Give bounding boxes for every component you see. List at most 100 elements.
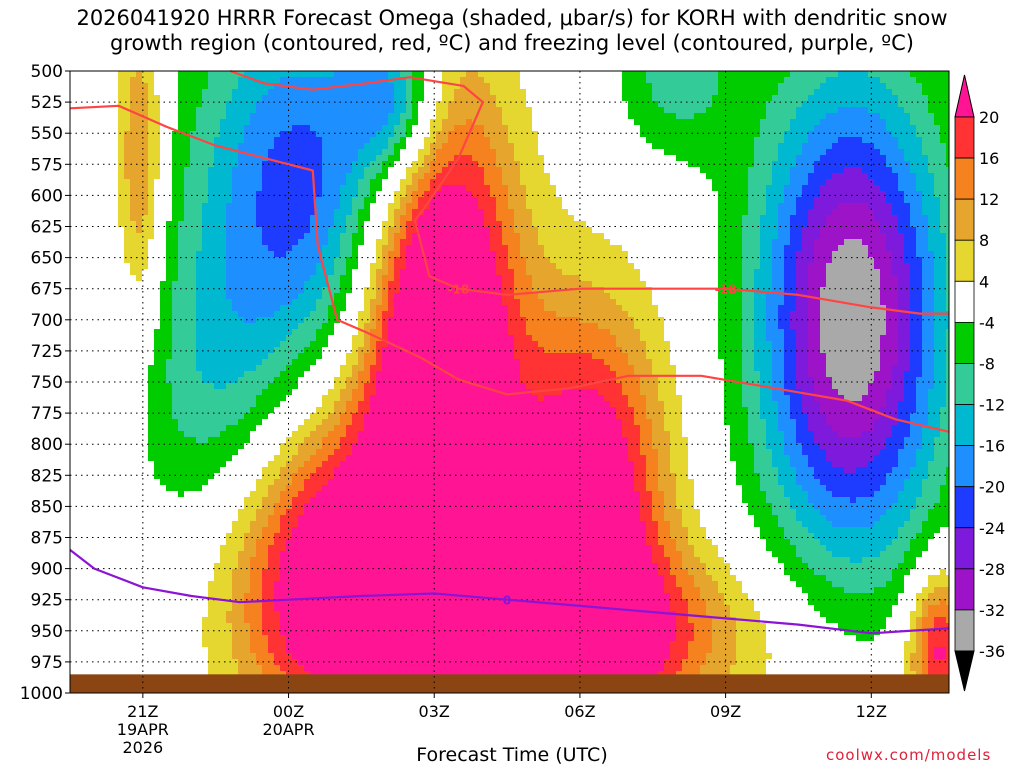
omega-cell	[286, 143, 293, 150]
omega-cell	[274, 599, 281, 606]
omega-cell	[334, 575, 341, 582]
omega-cell	[346, 575, 353, 582]
omega-cell	[346, 125, 353, 132]
omega-cell	[274, 389, 281, 396]
omega-cell	[112, 611, 119, 618]
omega-cell	[220, 599, 227, 606]
omega-cell	[202, 473, 209, 480]
omega-cell	[298, 545, 305, 552]
omega-cell	[316, 515, 323, 522]
omega-cell	[208, 179, 215, 186]
omega-cell	[160, 89, 167, 96]
omega-cell	[256, 179, 263, 186]
omega-cell	[286, 101, 293, 108]
omega-cell	[94, 227, 101, 234]
omega-cell	[208, 125, 215, 132]
omega-cell	[76, 233, 83, 240]
omega-cell	[190, 449, 197, 456]
omega-cell	[262, 437, 269, 444]
omega-cell	[166, 371, 173, 378]
omega-cell	[142, 215, 149, 222]
omega-cell	[244, 581, 251, 588]
omega-cell	[352, 125, 359, 132]
omega-cell	[322, 341, 329, 348]
omega-cell	[286, 323, 293, 330]
omega-cell	[328, 443, 335, 450]
omega-cell	[250, 341, 257, 348]
omega-cell	[100, 671, 107, 678]
omega-cell	[292, 413, 299, 420]
omega-cell	[214, 563, 221, 570]
omega-cell	[238, 143, 245, 150]
omega-cell	[160, 545, 167, 552]
omega-cell	[310, 149, 317, 156]
omega-cell	[238, 329, 245, 336]
omega-cell	[202, 257, 209, 264]
omega-cell	[292, 113, 299, 120]
omega-cell	[148, 563, 155, 570]
omega-cell	[118, 407, 125, 414]
omega-cell	[118, 347, 125, 354]
omega-cell	[148, 377, 155, 384]
omega-cell	[184, 203, 191, 210]
omega-cell	[286, 671, 293, 678]
omega-cell	[184, 563, 191, 570]
omega-cell	[304, 665, 311, 672]
omega-cell	[310, 485, 317, 492]
omega-cell	[244, 629, 251, 636]
omega-cell	[130, 437, 137, 444]
omega-cell	[214, 335, 221, 342]
omega-cell	[280, 311, 287, 318]
omega-cell	[100, 545, 107, 552]
omega-cell	[154, 569, 161, 576]
omega-cell	[76, 665, 83, 672]
omega-cell	[256, 539, 263, 546]
omega-cell	[220, 83, 227, 90]
omega-cell	[106, 215, 113, 222]
omega-cell	[178, 485, 185, 492]
omega-cell	[178, 365, 185, 372]
omega-cell	[268, 335, 275, 342]
omega-cell	[220, 575, 227, 582]
omega-cell	[94, 263, 101, 270]
omega-cell	[70, 461, 77, 468]
omega-cell	[88, 317, 95, 324]
omega-cell	[286, 629, 293, 636]
omega-cell	[346, 521, 353, 528]
omega-cell	[172, 557, 179, 564]
omega-cell	[214, 527, 221, 534]
omega-cell	[238, 575, 245, 582]
omega-cell	[298, 407, 305, 414]
omega-cell	[118, 581, 125, 588]
omega-cell	[172, 401, 179, 408]
omega-cell	[274, 167, 281, 174]
omega-cell	[202, 95, 209, 102]
omega-cell	[232, 587, 239, 594]
omega-cell	[226, 137, 233, 144]
omega-cell	[160, 341, 167, 348]
omega-cell	[328, 281, 335, 288]
omega-cell	[130, 149, 137, 156]
omega-cell	[178, 215, 185, 222]
omega-cell	[280, 611, 287, 618]
omega-cell	[232, 491, 239, 498]
omega-cell	[316, 599, 323, 606]
omega-cell	[100, 491, 107, 498]
omega-cell	[286, 479, 293, 486]
omega-cell	[334, 131, 341, 138]
omega-cell	[142, 605, 149, 612]
omega-cell	[88, 425, 95, 432]
omega-cell	[154, 407, 161, 414]
omega-cell	[166, 575, 173, 582]
omega-cell	[256, 389, 263, 396]
omega-cell	[274, 629, 281, 636]
omega-cell	[124, 77, 131, 84]
omega-cell	[322, 593, 329, 600]
omega-cell	[208, 389, 215, 396]
omega-cell	[352, 569, 359, 576]
omega-cell	[130, 173, 137, 180]
omega-cell	[226, 533, 233, 540]
omega-cell	[322, 77, 329, 84]
omega-cell	[310, 227, 317, 234]
omega-cell	[238, 281, 245, 288]
